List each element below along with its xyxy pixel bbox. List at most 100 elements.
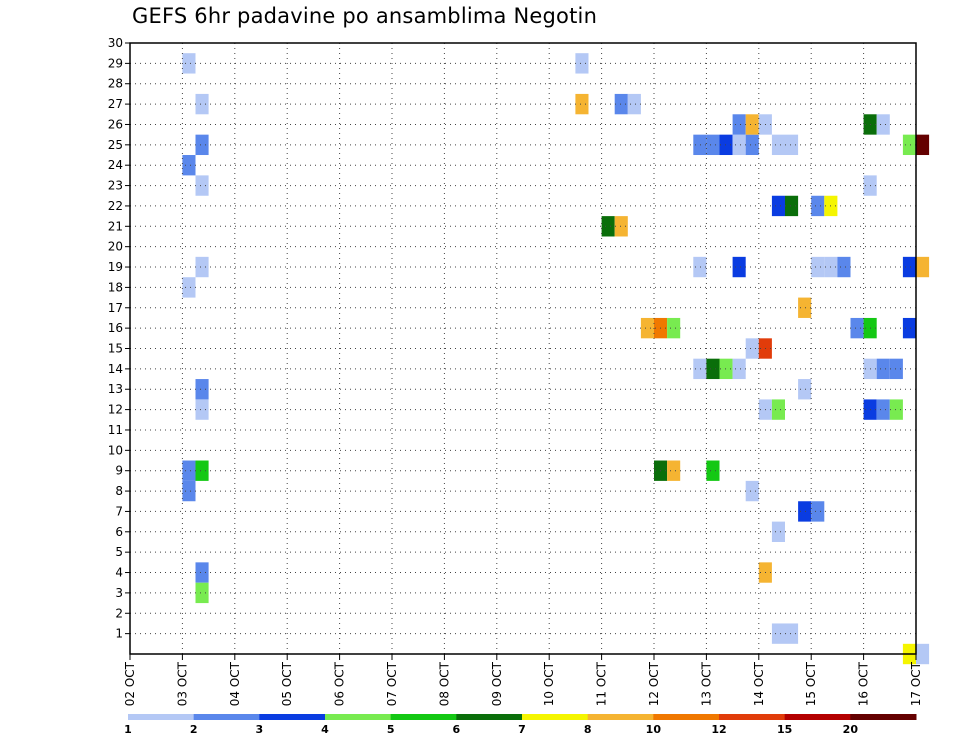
colorbar-label: 4 — [321, 723, 329, 736]
colorbar-label: 20 — [843, 723, 859, 736]
precip-cell — [745, 114, 759, 135]
y-tick-label: 1 — [115, 627, 123, 641]
precip-cell — [706, 460, 720, 481]
y-tick-label: 2 — [115, 606, 123, 620]
precip-cell — [745, 480, 759, 502]
colorbar-label: 12 — [711, 723, 726, 736]
x-tick-label: 13 OCT — [699, 661, 713, 706]
precip-cell — [771, 134, 785, 156]
precip-cell — [771, 623, 785, 644]
precip-cell — [811, 501, 825, 522]
precip-cell — [771, 195, 785, 217]
precip-cell — [811, 195, 825, 217]
y-tick-label: 13 — [108, 382, 123, 396]
precip-cell — [785, 195, 799, 217]
y-tick-label: 10 — [108, 443, 123, 457]
x-tick-label: 14 OCT — [752, 661, 766, 706]
precip-cell — [876, 358, 890, 380]
y-axis-ticks: 1234567891011121314151617181920212223242… — [108, 36, 130, 641]
y-tick-label: 14 — [108, 362, 123, 376]
colorbar-swatch — [193, 714, 260, 720]
precip-cell — [195, 582, 209, 604]
precip-cell — [916, 643, 930, 665]
x-tick-label: 11 OCT — [595, 661, 609, 706]
precip-cell — [876, 399, 890, 420]
x-axis-ticks: 02 OCT 03 OCT 04 OCT 05 OCT 06 OCT 07 OCT 08 O… — [123, 654, 923, 706]
y-tick-label: 21 — [108, 219, 123, 233]
precip-cell — [693, 134, 707, 156]
precip-cell — [798, 297, 812, 318]
colorbar-swatch — [653, 714, 720, 720]
y-tick-label: 7 — [115, 504, 123, 518]
x-tick-label: 09 OCT — [490, 661, 504, 706]
y-tick-label: 22 — [108, 199, 123, 213]
colorbar-swatch — [259, 714, 326, 720]
precip-cell — [693, 256, 707, 278]
y-tick-label: 15 — [108, 342, 123, 356]
precip-cell — [667, 460, 681, 481]
y-tick-label: 11 — [108, 423, 123, 437]
y-tick-label: 23 — [108, 179, 123, 193]
precip-cell — [785, 134, 799, 156]
x-tick-label: 15 OCT — [804, 661, 818, 706]
colorbar-label: 7 — [518, 723, 526, 736]
x-tick-label: 10 OCT — [542, 661, 556, 706]
precip-cell — [889, 358, 903, 380]
y-tick-label: 25 — [108, 138, 123, 152]
y-tick-label: 12 — [108, 403, 123, 417]
x-tick-label: 08 OCT — [437, 661, 451, 706]
y-tick-label: 19 — [108, 260, 123, 274]
precip-cell — [640, 317, 654, 339]
y-tick-label: 30 — [108, 36, 123, 50]
y-tick-label: 29 — [108, 56, 123, 70]
y-tick-label: 27 — [108, 97, 123, 111]
precip-cell — [601, 216, 615, 237]
precip-cell — [195, 460, 209, 481]
x-tick-label: 16 OCT — [857, 661, 871, 706]
precip-cell — [195, 256, 209, 278]
colorbar-swatch — [390, 714, 457, 720]
precip-cell — [182, 155, 196, 176]
precip-cell — [732, 358, 746, 380]
precip-cell — [771, 399, 785, 420]
colorbar-swatch — [522, 714, 589, 720]
precip-cell — [889, 399, 903, 420]
colorbar-swatch — [325, 714, 392, 720]
y-tick-label: 3 — [115, 586, 123, 600]
precip-cell — [182, 460, 196, 481]
precip-cell — [798, 379, 812, 400]
colorbar-label: 1 — [124, 723, 132, 736]
precip-cell — [876, 114, 890, 135]
precip-cell — [575, 93, 589, 115]
y-tick-label: 17 — [108, 301, 123, 315]
colorbar-label: 2 — [190, 723, 198, 736]
y-tick-label: 9 — [115, 464, 123, 478]
colorbar-label: 6 — [453, 723, 461, 736]
precip-cell — [614, 216, 628, 237]
precip-cell — [719, 134, 733, 156]
y-tick-label: 16 — [108, 321, 123, 335]
dotted-grid — [130, 43, 917, 654]
precip-cell — [811, 256, 825, 278]
precip-cell — [850, 317, 864, 339]
y-tick-label: 20 — [108, 240, 123, 254]
colorbar: 1 2 3 4 5 6 7 8 10 12 15 20 — [124, 714, 917, 736]
colorbar-label: 3 — [256, 723, 264, 736]
precip-cell — [667, 317, 681, 339]
precip-cell — [195, 93, 209, 115]
y-tick-label: 8 — [115, 484, 123, 498]
precip-cell — [732, 114, 746, 135]
precip-cell — [732, 256, 746, 278]
x-tick-label: 04 OCT — [228, 661, 242, 706]
precip-cell — [195, 399, 209, 420]
x-tick-label: 17 OCT — [909, 661, 923, 706]
precip-cell — [195, 134, 209, 156]
precip-cell — [916, 134, 930, 156]
colorbar-label: 10 — [646, 723, 662, 736]
y-tick-label: 5 — [115, 545, 123, 559]
colorbar-label: 5 — [387, 723, 395, 736]
precip-cell — [902, 256, 916, 278]
precip-cell — [745, 134, 759, 156]
precip-cell — [195, 175, 209, 196]
